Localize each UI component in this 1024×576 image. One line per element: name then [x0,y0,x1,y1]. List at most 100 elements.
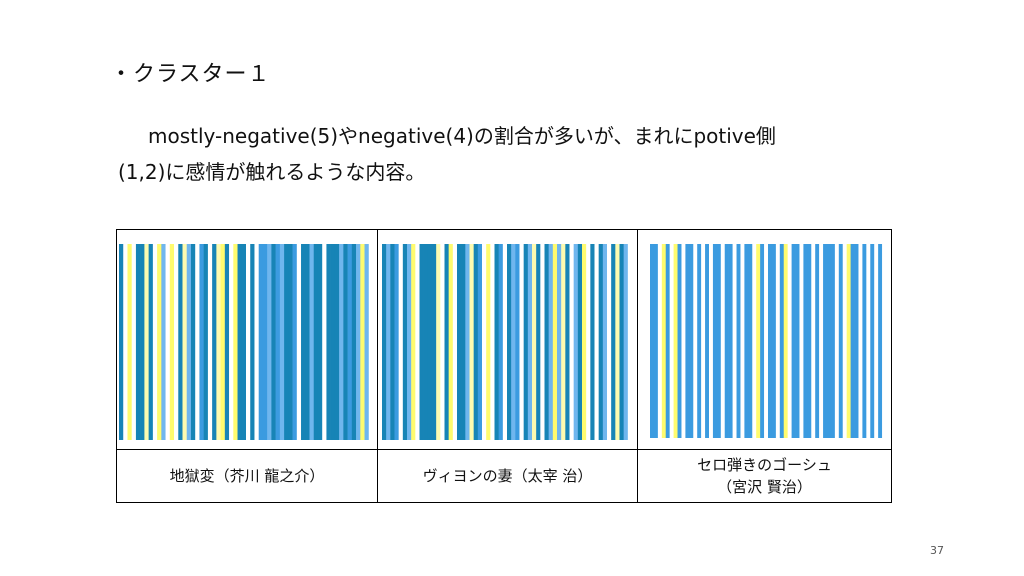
stripe [494,244,499,440]
stripe [288,244,293,440]
stripe [736,244,741,438]
caption-jigokuhen: 地獄変（芥川 龍之介） [169,467,325,485]
stripe [262,244,268,440]
stripe [657,244,663,438]
stripe [527,244,533,440]
stripe [607,244,612,440]
stripe [360,244,365,440]
caption-villon-no-tsuma: ヴィヨンの妻（太宰 治） [422,467,593,485]
stripe [178,244,183,440]
stripe [787,244,792,438]
stripe [216,244,221,440]
stripe [364,244,370,440]
stripe [799,244,804,438]
stripe [850,244,855,438]
stripe-chart-villon-no-tsuma [382,244,632,440]
stripe [681,244,686,438]
stripe [866,244,871,438]
stripe [195,244,200,440]
stripe [732,244,737,438]
stripe-cell-1 [117,230,378,450]
stripe [382,244,387,440]
stripe [334,244,340,440]
stripe [854,244,859,438]
stripe [807,244,812,438]
stripe [724,244,729,438]
stripe [477,244,483,440]
stripe [305,244,310,440]
stripe [436,244,441,440]
stripe [602,244,608,440]
stripe [586,244,591,440]
stripe [705,244,710,438]
stripe [343,244,348,440]
stripe [330,244,336,440]
stripe [347,244,353,440]
stripe [544,244,549,440]
stripe [356,244,361,440]
stripe [224,244,230,440]
stripe [313,244,319,440]
stripe [254,244,259,440]
stripe [791,244,796,438]
stripe [650,244,655,438]
stripe [779,244,785,438]
caption-cello-line-1: セロ弾きのゴーシュ [697,456,832,474]
stripe [461,244,466,440]
stripe [407,244,412,440]
stripe [709,244,714,438]
stripe [186,244,192,440]
stripe [220,244,226,440]
stripe [271,244,276,440]
stripe [627,244,632,440]
stripe [386,244,391,440]
stripe [548,244,554,440]
stripe [689,244,694,438]
stripe [862,244,867,438]
stripe-chart-jigokuhen [119,244,373,440]
stripe [440,244,445,440]
caption-cello-line-2: （宮沢 賢治） [717,478,812,496]
stripe [874,244,879,438]
stripe [819,244,824,438]
stripe [775,244,781,438]
stripe-cell-3 [638,230,892,450]
stripe [131,244,137,440]
stripe [165,244,171,440]
stripe [532,244,537,440]
stripe [590,244,595,440]
stripe [740,244,745,438]
stripe [842,244,847,438]
stripe [615,244,620,440]
stripe [803,244,808,438]
stripe [326,244,331,440]
stripe [557,244,562,440]
stripe [573,244,579,440]
stripe [846,244,851,438]
stripe [322,244,327,440]
stripe [152,244,158,440]
stripe [677,244,682,438]
stripe [511,244,516,440]
stripe [119,244,124,440]
stripe [760,244,765,438]
stripe [339,244,344,440]
caption-cell-3: セロ弾きのゴーシュ （宮沢 賢治） [638,450,892,503]
stripe [317,244,323,440]
body-line-2: (1,2)に感情が触れるような内容。 [118,160,426,184]
stripe [241,244,247,440]
stripe [701,244,706,438]
stripe [712,244,718,438]
stripe [402,244,408,440]
stripe [878,244,883,438]
stripe [482,244,487,440]
stripe [552,244,558,440]
stripe [250,244,255,440]
stripe [212,244,217,440]
stripe [594,244,599,440]
stripe [665,244,670,438]
stripe [756,244,761,438]
stripe [292,244,298,440]
stripe [834,244,840,438]
stripe [233,244,238,440]
